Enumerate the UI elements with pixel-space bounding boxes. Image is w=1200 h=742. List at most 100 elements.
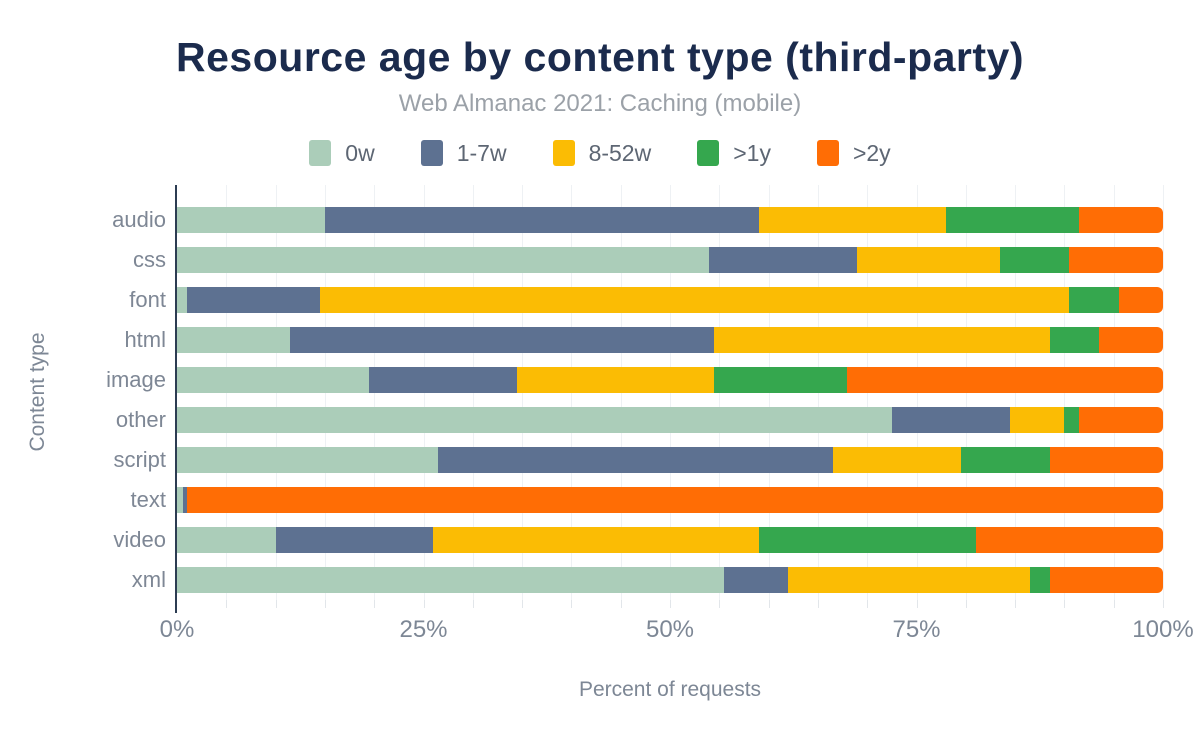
- bar-segment-other-1-7w: [891, 407, 1011, 433]
- bar-segment-text->2y: [186, 487, 1163, 513]
- bar-row-image: [177, 367, 1163, 393]
- bar-row-font: [177, 287, 1163, 313]
- legend-item-0w: 0w: [309, 139, 375, 167]
- bar-segment-audio->2y: [1079, 207, 1163, 233]
- plot-area: [177, 185, 1164, 600]
- bar-segment-image->1y: [714, 367, 848, 393]
- x-tick: [1064, 600, 1066, 608]
- x-tick-label-75pct: 75%: [892, 616, 941, 643]
- bar-row-css: [177, 247, 1163, 273]
- category-label-html: html: [124, 327, 166, 352]
- legend-swatch->2y: [816, 140, 839, 166]
- legend-label: 8-52w: [588, 139, 652, 166]
- x-tick: [768, 600, 770, 608]
- bar-row-xml: [177, 567, 1163, 593]
- category-label-video: video: [113, 527, 166, 552]
- x-tick: [916, 600, 918, 608]
- x-tick: [226, 600, 228, 608]
- bar-segment-html->2y: [1098, 327, 1163, 353]
- bar-segment-other-8-52w: [1010, 407, 1065, 433]
- x-tick: [324, 600, 326, 608]
- bar-segment-font->2y: [1118, 287, 1163, 313]
- legend-item->1y: >1y: [697, 140, 771, 167]
- x-tick: [867, 600, 869, 608]
- bar-segment-video-8-52w: [433, 527, 759, 553]
- x-tick: [670, 600, 671, 608]
- x-tick: [1113, 600, 1115, 608]
- bar-segment-html-0w: [177, 327, 291, 353]
- bar-segment-html->1y: [1049, 327, 1099, 353]
- legend-label: 1-7w: [456, 139, 507, 166]
- bar-segment-script->2y: [1049, 447, 1163, 473]
- x-axis-ticks: [177, 600, 1164, 612]
- bar-segment-audio-1-7w: [324, 207, 759, 233]
- bar-segment-image->2y: [847, 367, 1163, 393]
- bar-segment-xml-8-52w: [788, 567, 1030, 593]
- bar-segment-text-1-7w: [182, 487, 187, 513]
- bar-row-other: [177, 407, 1163, 433]
- bar-segment-video->2y: [975, 527, 1163, 553]
- x-tick-label-0pct: 0%: [159, 616, 195, 643]
- legend-swatch-0w: [309, 140, 332, 166]
- legend-label: 0w: [345, 139, 375, 166]
- bar-segment-xml->2y: [1049, 567, 1163, 593]
- bar-segment-script-1-7w: [438, 447, 833, 473]
- x-tick: [620, 600, 622, 608]
- bar-segment-xml-1-7w: [724, 567, 789, 593]
- x-tick: [817, 600, 819, 608]
- bar-segment-video-0w: [177, 527, 276, 553]
- x-tick: [965, 600, 967, 608]
- x-tick-label-25pct: 25%: [399, 616, 448, 643]
- x-tick-label-50pct: 50%: [645, 616, 695, 643]
- category-label-other: other: [115, 407, 166, 432]
- bar-segment-image-1-7w: [369, 367, 518, 393]
- bar-segment-script-0w: [177, 447, 439, 473]
- x-tick: [719, 600, 721, 608]
- x-tick: [1015, 600, 1017, 608]
- category-label-script: script: [113, 447, 166, 472]
- bar-segment-font-0w: [177, 287, 187, 313]
- legend-swatch-1-7w: [420, 140, 443, 166]
- category-label-xml: xml: [131, 567, 166, 592]
- bar-segment-other->2y: [1079, 407, 1163, 433]
- bar-segment-html-8-52w: [714, 327, 1050, 353]
- bar-segment-text-0w: [177, 487, 183, 513]
- chart-subtitle: Web Almanac 2021: Caching (mobile): [398, 90, 802, 117]
- category-label-font: font: [129, 287, 166, 312]
- legend: 0w 1-7w 8-52w >1y >2y: [0, 138, 1200, 168]
- bar-segment-audio->1y: [946, 207, 1080, 233]
- bar-row-html: [177, 327, 1163, 353]
- legend-item-8-52w: 8-52w: [552, 139, 652, 167]
- bar-segment-audio-8-52w: [758, 207, 947, 233]
- bar-segment-css->1y: [1000, 247, 1070, 273]
- legend-label: >2y: [852, 139, 891, 166]
- bar-segment-image-0w: [177, 367, 370, 393]
- bar-row-text: [177, 487, 1163, 513]
- category-label-audio: audio: [112, 207, 166, 232]
- legend-swatch-8-52w: [552, 140, 575, 166]
- x-tick: [374, 600, 376, 608]
- bar-segment-audio-0w: [177, 207, 325, 233]
- x-axis-title: Percent of requests: [578, 678, 762, 701]
- x-tick-label-100pct: 100%: [1132, 616, 1194, 643]
- category-label-css: css: [133, 247, 166, 272]
- bar-segment-font->1y: [1069, 287, 1119, 313]
- bar-segment-font-1-7w: [186, 287, 320, 313]
- x-tick: [275, 600, 277, 608]
- bar-segment-css-1-7w: [709, 247, 858, 273]
- legend-swatch->1y: [697, 140, 720, 166]
- bar-segment-css-0w: [177, 247, 710, 273]
- y-axis-line: [175, 185, 177, 613]
- bar-segment-font-8-52w: [319, 287, 1070, 313]
- bar-segment-image-8-52w: [517, 367, 715, 393]
- legend-item->2y: >2y: [816, 139, 891, 167]
- bar-segment-html-1-7w: [290, 327, 715, 353]
- bar-segment-xml->1y: [1029, 567, 1050, 593]
- bar-segment-css->2y: [1069, 247, 1163, 273]
- bar-row-audio: [177, 207, 1163, 233]
- bar-segment-video-1-7w: [275, 527, 434, 553]
- x-axis-labels: 0% 25% 50% 75% 100%: [160, 616, 1194, 644]
- x-tick: [1163, 600, 1164, 608]
- x-tick: [472, 600, 474, 608]
